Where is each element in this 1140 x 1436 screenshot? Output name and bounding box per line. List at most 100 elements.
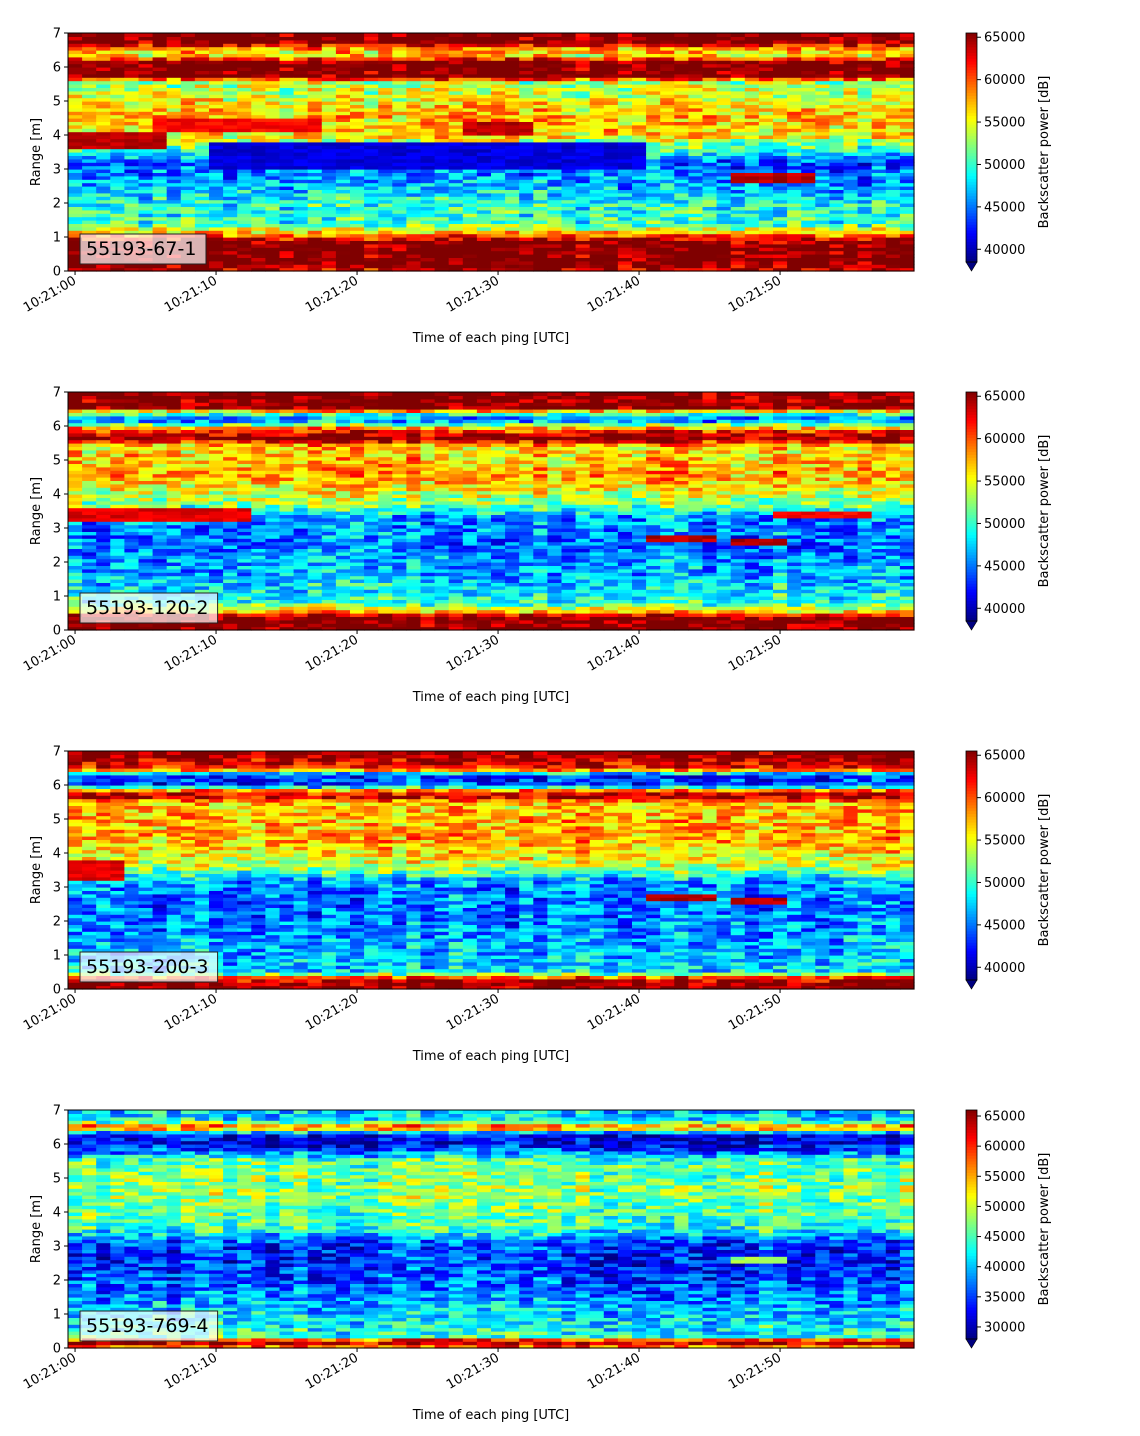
heatmap-cell <box>562 217 577 221</box>
heatmap-cell <box>82 159 97 163</box>
heatmap-cell <box>801 234 816 238</box>
heatmap-cell <box>491 149 506 153</box>
heatmap-cell <box>392 200 407 204</box>
heatmap-cell <box>745 176 760 180</box>
heatmap-cell <box>463 244 478 248</box>
heatmap-cell <box>167 159 182 163</box>
heatmap-cell <box>350 159 365 163</box>
heatmap-cell <box>294 244 309 248</box>
heatmap-cell <box>519 176 534 180</box>
heatmap-cell <box>153 176 168 180</box>
heatmap-cell <box>280 176 295 180</box>
heatmap-cell <box>139 227 154 231</box>
heatmap-cell <box>519 33 534 37</box>
heatmap-cell <box>195 159 210 163</box>
heatmap-cell <box>717 200 732 204</box>
heatmap-cell <box>435 251 450 255</box>
heatmap-cell <box>801 193 816 197</box>
heatmap-cell <box>336 234 351 238</box>
heatmap-cell <box>110 227 125 231</box>
heatmap-cell <box>68 419 83 423</box>
heatmap-cell <box>223 33 238 37</box>
heatmap-cell <box>110 504 125 508</box>
heatmap-cell <box>449 166 464 170</box>
heatmap-cell <box>435 142 450 146</box>
colorbar-segment <box>966 139 977 142</box>
heatmap-cell <box>336 264 351 268</box>
heatmap-cell <box>237 210 252 214</box>
heatmap-cell <box>829 33 844 37</box>
heatmap-cell <box>364 159 379 163</box>
heatmap-cell <box>124 193 139 197</box>
heatmap-cell <box>322 183 337 187</box>
heatmap-cell <box>449 33 464 37</box>
heatmap-cell <box>815 176 830 180</box>
heatmap-cell <box>731 193 746 197</box>
heatmap-cell <box>336 193 351 197</box>
heatmap-cell <box>759 234 774 238</box>
colorbar-segment <box>966 85 977 88</box>
heatmap-cell <box>110 402 125 406</box>
heatmap-cell <box>858 159 873 163</box>
heatmap-cell <box>251 142 266 146</box>
heatmap-cell <box>406 132 421 136</box>
heatmap-cell <box>223 200 238 204</box>
heatmap-cell <box>336 132 351 136</box>
heatmap-cell <box>364 132 379 136</box>
heatmap-cell <box>139 142 154 146</box>
heatmap-cell <box>604 193 619 197</box>
heatmap-cell <box>900 166 915 170</box>
heatmap-cell <box>181 210 196 214</box>
heatmap-cell <box>505 142 520 146</box>
heatmap-cell <box>435 193 450 197</box>
heatmap-cell <box>590 200 605 204</box>
heatmap-cell <box>223 251 238 255</box>
heatmap-cell <box>167 419 182 423</box>
heatmap-cell <box>421 193 436 197</box>
heatmap-cell <box>350 264 365 268</box>
heatmap-cell <box>801 227 816 231</box>
heatmap-cell <box>618 132 633 136</box>
heatmap-cell <box>82 210 97 214</box>
heatmap-cell <box>576 176 591 180</box>
heatmap-cell <box>632 244 647 248</box>
colorbar-segment <box>966 42 977 45</box>
heatmap-cell <box>406 166 421 170</box>
heatmap-cell <box>392 159 407 163</box>
heatmap-cell <box>209 200 224 204</box>
heatmap-cell <box>223 264 238 268</box>
heatmap-cell <box>604 159 619 163</box>
heatmap-cell <box>209 227 224 231</box>
heatmap-cell <box>96 210 111 214</box>
heatmap-cell <box>547 33 562 37</box>
colorbar-segment <box>966 44 977 47</box>
colorbar-segment <box>966 205 977 208</box>
heatmap-cell <box>181 453 196 457</box>
heatmap-cell <box>167 264 182 268</box>
heatmap-cell <box>68 149 83 153</box>
heatmap-cell <box>350 244 365 248</box>
colorbar-segment <box>966 239 977 242</box>
heatmap-cell <box>124 33 139 37</box>
heatmap-cell <box>350 183 365 187</box>
heatmap-cell <box>322 176 337 180</box>
heatmap-cell <box>350 234 365 238</box>
heatmap-cell <box>350 217 365 221</box>
colorbar-segment <box>966 190 977 193</box>
colorbar-segment <box>966 253 977 256</box>
heatmap-cell <box>167 504 182 508</box>
heatmap-cell <box>787 200 802 204</box>
heatmap-cell <box>294 142 309 146</box>
heatmap-cell <box>674 234 689 238</box>
heatmap-cell <box>68 470 83 474</box>
heatmap-cell <box>124 436 139 440</box>
heatmap-cell <box>872 132 887 136</box>
heatmap-cell <box>96 200 111 204</box>
heatmap-cell <box>463 217 478 221</box>
heatmap-cell <box>96 176 111 180</box>
heatmap-cell <box>477 33 492 37</box>
heatmap-cell <box>519 217 534 221</box>
heatmap-cell <box>787 149 802 153</box>
heatmap-cell <box>632 183 647 187</box>
heatmap-cell <box>463 251 478 255</box>
